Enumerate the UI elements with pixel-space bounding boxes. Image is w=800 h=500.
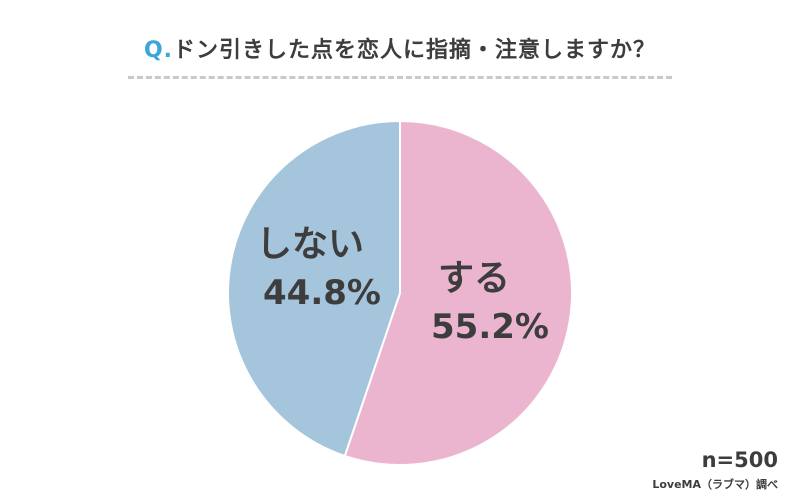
pie-slice-shinai (227, 119, 401, 458)
source-credit: LoveMA（ラブマ）調べ (652, 478, 778, 491)
slice-name-label: する (438, 258, 510, 299)
pie-slice-suru (343, 119, 574, 466)
slice-value-label: 44.8% (263, 273, 381, 313)
question-text: ドン引きした点を恋人に指摘・注意しますか？ (173, 38, 657, 63)
sample-size: n=500 (701, 448, 778, 472)
slice-value-label: 55.2% (431, 307, 549, 347)
title-divider (128, 76, 672, 79)
question-prefix: Q. (143, 38, 174, 63)
chart-title: Q.ドン引きした点を恋人に指摘・注意しますか？ (0, 32, 800, 64)
slice-name-label: しない (256, 224, 364, 265)
